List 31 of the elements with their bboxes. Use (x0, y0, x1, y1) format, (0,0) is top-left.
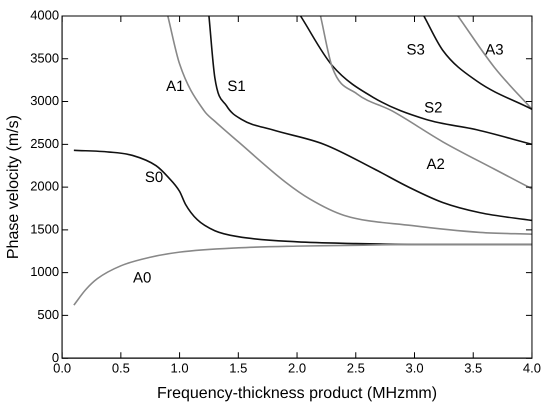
y-tick-label: 500 (37, 307, 60, 322)
y-tick-label: 4000 (30, 8, 60, 23)
series-label: A2 (426, 156, 445, 173)
line-series (320, 16, 532, 190)
y-tick-label: 1500 (30, 221, 60, 236)
x-axis-title: Frequency-thickness product (MHzmm) (157, 384, 438, 402)
series-label: S1 (227, 78, 246, 95)
y-tick-label: 2500 (30, 136, 60, 151)
y-tick-label: 3000 (30, 93, 60, 108)
line-series (300, 16, 532, 146)
series-label: S3 (406, 41, 425, 58)
x-tick-label: 3.0 (405, 360, 424, 376)
x-tick-label: 4.0 (522, 360, 542, 376)
y-axis-title: Phase velocity (m/s) (5, 115, 22, 260)
line-series (73, 244, 532, 306)
series-label: A0 (133, 269, 152, 286)
y-tick-label: 3500 (30, 50, 60, 66)
x-tick-label: 2.5 (346, 360, 365, 376)
series-label: A1 (166, 78, 184, 96)
series-label: A3 (485, 41, 504, 58)
y-tick-label: 2000 (30, 178, 60, 194)
x-tick-label: 0.5 (112, 360, 130, 376)
y-tick-label: 1000 (30, 264, 60, 280)
x-tick-label: 3.5 (464, 360, 482, 376)
x-tick-label: 1.5 (229, 360, 248, 376)
line-series (208, 16, 532, 222)
line-series (167, 16, 532, 235)
series-label: S2 (424, 100, 442, 117)
x-tick-label: 1.0 (170, 360, 189, 376)
x-tick-label: 2.0 (288, 360, 306, 376)
series-label: S0 (144, 168, 164, 186)
